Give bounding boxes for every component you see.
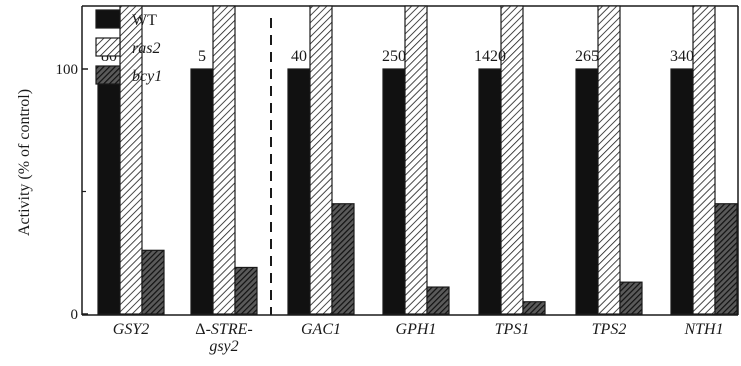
legend-swatch-ras2 xyxy=(95,37,121,57)
category-label: GAC1 xyxy=(301,321,341,338)
bar-WT-3 xyxy=(382,68,406,315)
bar-ras2-5 xyxy=(597,5,621,315)
bar-bcy1-1 xyxy=(234,266,258,315)
text-layer: 0100200Activity (% of control)8054025014… xyxy=(16,48,724,355)
category-label: GPH1 xyxy=(396,321,437,338)
bar-ras2-0 xyxy=(119,5,143,315)
bar-WT-2 xyxy=(287,68,311,315)
category-label: TPS2 xyxy=(592,321,627,338)
category-label: gsy2 xyxy=(209,338,238,355)
bar-ras2-6 xyxy=(692,5,716,315)
bar-ras2-3 xyxy=(404,5,428,315)
data-label: 1420 xyxy=(474,48,506,65)
bar-bcy1-5 xyxy=(619,281,643,315)
bar-ras2-4 xyxy=(500,5,524,315)
bar-bcy1-6 xyxy=(714,203,738,315)
bar-WT-4 xyxy=(478,68,502,315)
legend: WT ras2 bcy1 xyxy=(95,9,162,85)
category-label: GSY2 xyxy=(113,321,149,338)
category-label: Δ-STRE- xyxy=(195,321,252,338)
legend-label-WT: WT xyxy=(132,12,157,29)
legend-label-bcy1: bcy1 xyxy=(132,68,162,85)
legend-swatch-WT xyxy=(95,9,121,29)
y-tick-label: 0 xyxy=(71,307,79,323)
data-label: 340 xyxy=(670,48,694,65)
category-label: NTH1 xyxy=(683,321,723,338)
bar-WT-6 xyxy=(670,68,694,315)
data-label: 265 xyxy=(575,48,599,65)
bar-bcy1-2 xyxy=(331,203,355,315)
bar-WT-0 xyxy=(97,68,121,315)
bars-layer xyxy=(97,5,738,315)
data-label: 40 xyxy=(291,48,307,65)
bar-WT-5 xyxy=(575,68,599,315)
bar-bcy1-4 xyxy=(522,301,546,315)
bar-ras2-1 xyxy=(212,5,236,315)
data-label: 5 xyxy=(198,48,206,65)
legend-swatch-bcy1 xyxy=(95,65,121,85)
category-label: TPS1 xyxy=(495,321,530,338)
bar-bcy1-3 xyxy=(426,286,450,315)
y-tick-label: 100 xyxy=(56,62,79,78)
bar-ras2-2 xyxy=(309,5,333,315)
bar-bcy1-0 xyxy=(141,249,165,315)
data-label: 250 xyxy=(382,48,406,65)
y-axis-label: Activity (% of control) xyxy=(16,89,33,236)
legend-label-ras2: ras2 xyxy=(132,40,160,57)
bar-WT-1 xyxy=(190,68,214,315)
